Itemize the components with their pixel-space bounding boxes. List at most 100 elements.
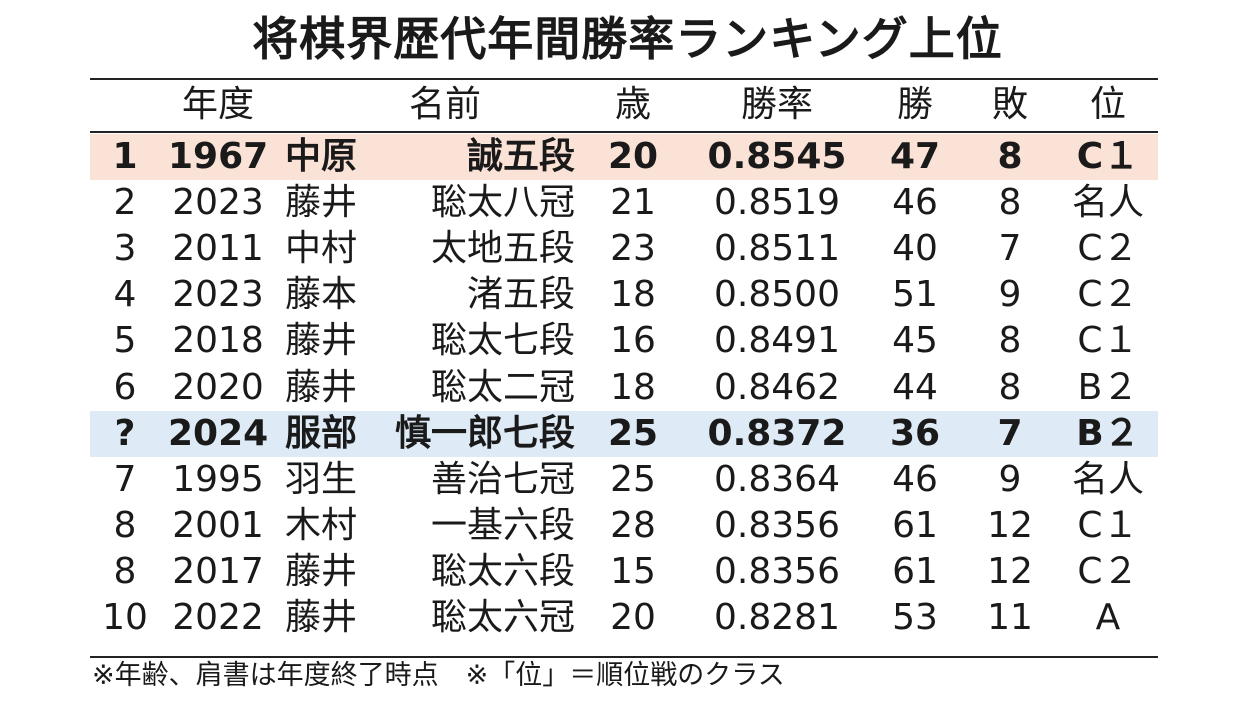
cell-surname: 藤井 bbox=[285, 597, 358, 638]
cell-given-name-title: 聡太六段 bbox=[430, 550, 575, 592]
cell-win-rate: 0.8545 bbox=[707, 136, 847, 177]
table-row: 1 1967 中原 誠五段 20 0.8545 47 8 C１ bbox=[90, 134, 1158, 180]
cell-age: 15 bbox=[610, 550, 656, 592]
cell-age: 20 bbox=[610, 597, 656, 638]
header-age: 歳 bbox=[614, 84, 651, 125]
header-losses: 敗 bbox=[991, 84, 1028, 125]
cell-losses: 12 bbox=[987, 504, 1033, 546]
cell-wins: 61 bbox=[892, 550, 938, 592]
cell-win-rate: 0.8364 bbox=[714, 458, 840, 500]
cell-wins: 45 bbox=[892, 320, 938, 362]
cell-age: 20 bbox=[607, 136, 659, 177]
cell-class: B２ bbox=[1076, 412, 1140, 454]
cell-class: C１ bbox=[1077, 320, 1139, 362]
cell-age: 18 bbox=[610, 366, 656, 408]
cell-class: B２ bbox=[1077, 366, 1139, 408]
cell-win-rate: 0.8356 bbox=[714, 504, 840, 546]
cell-rank: 10 bbox=[102, 597, 148, 638]
cell-losses: 7 bbox=[998, 228, 1022, 270]
cell-class: C２ bbox=[1077, 550, 1139, 592]
cell-wins: 47 bbox=[889, 136, 941, 177]
cell-given-name-title: 太地五段 bbox=[430, 228, 575, 270]
cell-surname: 中村 bbox=[285, 228, 358, 270]
cell-surname: 藤井 bbox=[285, 550, 358, 592]
cell-wins: 51 bbox=[892, 274, 938, 316]
cell-given-name-title: 聡太八冠 bbox=[430, 182, 575, 224]
cell-given-name-title: 渚五段 bbox=[466, 274, 575, 316]
cell-wins: 36 bbox=[889, 412, 941, 454]
cell-class: C２ bbox=[1077, 274, 1139, 316]
cell-age: 25 bbox=[607, 412, 659, 454]
cell-age: 21 bbox=[610, 182, 656, 224]
cell-surname: 藤本 bbox=[285, 274, 358, 316]
cell-rank: 1 bbox=[112, 136, 138, 177]
cell-year: 2017 bbox=[172, 550, 264, 592]
bottom-rule bbox=[90, 656, 1158, 658]
table-row: 3 2011 中村 太地五段 23 0.8511 40 7 C２ bbox=[90, 226, 1158, 272]
cell-losses: 8 bbox=[998, 182, 1022, 224]
cell-wins: 40 bbox=[892, 228, 938, 270]
cell-surname: 藤井 bbox=[285, 320, 358, 362]
cell-rank: 2 bbox=[113, 182, 137, 224]
cell-rank: ? bbox=[114, 412, 136, 454]
header-row: 年度 名前 歳 勝率 勝 敗 位 bbox=[90, 82, 1158, 128]
header-year: 年度 bbox=[181, 84, 254, 125]
header-rule bbox=[90, 131, 1158, 133]
cell-losses: 9 bbox=[998, 274, 1022, 316]
cell-surname: 藤井 bbox=[285, 366, 358, 408]
cell-wins: 53 bbox=[892, 597, 938, 638]
cell-year: 2020 bbox=[172, 366, 264, 408]
cell-wins: 44 bbox=[892, 366, 938, 408]
cell-win-rate: 0.8281 bbox=[714, 597, 840, 638]
cell-given-name-title: 聡太七段 bbox=[430, 320, 575, 362]
table-row: ? 2024 服部 慎一郎七段 25 0.8372 36 7 B２ bbox=[90, 410, 1158, 457]
table-row: 4 2023 藤本 渚五段 18 0.8500 51 9 C２ bbox=[90, 272, 1158, 318]
cell-class: 名人 bbox=[1071, 458, 1144, 500]
cell-age: 25 bbox=[610, 458, 656, 500]
cell-class: C２ bbox=[1077, 228, 1139, 270]
cell-losses: 12 bbox=[987, 550, 1033, 592]
cell-age: 28 bbox=[610, 504, 656, 546]
cell-win-rate: 0.8511 bbox=[714, 228, 840, 270]
cell-class: C１ bbox=[1076, 136, 1140, 177]
cell-win-rate: 0.8356 bbox=[714, 550, 840, 592]
cell-age: 16 bbox=[610, 320, 656, 362]
cell-year: 1967 bbox=[168, 136, 269, 177]
cell-given-name-title: 聡太六冠 bbox=[430, 597, 575, 638]
cell-given-name-title: 一基六段 bbox=[430, 504, 575, 546]
cell-surname: 木村 bbox=[285, 504, 358, 546]
cell-surname: 藤井 bbox=[285, 182, 358, 224]
cell-surname: 羽生 bbox=[285, 458, 358, 500]
cell-win-rate: 0.8372 bbox=[707, 412, 847, 454]
cell-year: 2023 bbox=[172, 182, 264, 224]
header-class: 位 bbox=[1089, 84, 1126, 125]
cell-year: 1995 bbox=[172, 458, 264, 500]
cell-surname: 中原 bbox=[285, 136, 358, 177]
header-name: 名前 bbox=[408, 84, 481, 125]
header-wins: 勝 bbox=[896, 84, 933, 125]
cell-year: 2011 bbox=[172, 228, 264, 270]
cell-class: 名人 bbox=[1071, 182, 1144, 224]
header-rate: 勝率 bbox=[740, 84, 813, 125]
cell-given-name-title: 聡太二冠 bbox=[430, 366, 575, 408]
cell-losses: 7 bbox=[997, 412, 1023, 454]
cell-rank: 4 bbox=[113, 274, 137, 316]
footnote: ※年齢、肩書は年度終了時点 ※「位」＝順位戦のクラス bbox=[92, 660, 785, 691]
cell-losses: 8 bbox=[998, 366, 1022, 408]
cell-wins: 46 bbox=[892, 182, 938, 224]
cell-age: 23 bbox=[610, 228, 656, 270]
cell-wins: 46 bbox=[892, 458, 938, 500]
cell-age: 18 bbox=[610, 274, 656, 316]
cell-class: C１ bbox=[1077, 504, 1139, 546]
cell-surname: 服部 bbox=[285, 412, 358, 454]
cell-win-rate: 0.8491 bbox=[714, 320, 840, 362]
table-row: 10 2022 藤井 聡太六冠 20 0.8281 53 11 A bbox=[90, 595, 1158, 641]
cell-rank: 7 bbox=[113, 458, 137, 500]
cell-losses: 11 bbox=[987, 597, 1033, 638]
table-title: 将棋界歴代年間勝率ランキング上位 bbox=[252, 12, 1003, 66]
table-row: 6 2020 藤井 聡太二冠 18 0.8462 44 8 B２ bbox=[90, 365, 1158, 411]
cell-year: 2001 bbox=[172, 504, 264, 546]
cell-win-rate: 0.8519 bbox=[714, 182, 840, 224]
cell-given-name-title: 誠五段 bbox=[466, 136, 575, 177]
cell-win-rate: 0.8500 bbox=[714, 274, 840, 316]
